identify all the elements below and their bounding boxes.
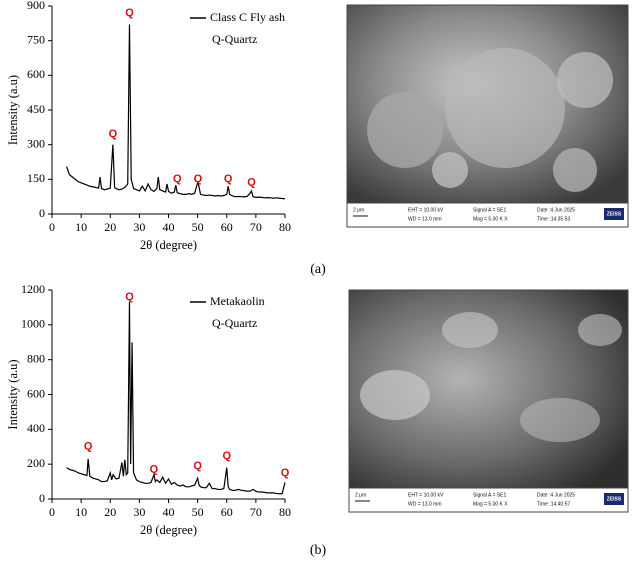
xrd-chart: 0 150 300 450 600 750 900 0 10 20 30 40 50 60 70 80 2θ (… <box>6 0 291 252</box>
peak-label: Q <box>125 7 134 19</box>
y-tick-label: 300 <box>27 136 45 150</box>
particle <box>367 92 443 168</box>
x-tick-label: 10 <box>75 220 87 234</box>
sem-time: Time :14:40:57 <box>537 501 570 507</box>
xrd-line <box>66 302 286 495</box>
particle <box>432 152 468 188</box>
peak-label: Q <box>150 463 159 475</box>
y-tick-label: 0 <box>39 491 45 505</box>
scale-label: 2 μm <box>355 492 366 498</box>
logo-text: ZEISS <box>607 211 622 217</box>
particle <box>557 52 613 108</box>
legend-note: Q-Quartz <box>212 316 257 330</box>
xrd-line <box>65 24 286 200</box>
x-tick-label: 80 <box>279 505 291 519</box>
x-tick-label: 70 <box>250 220 262 234</box>
sem-time: Time :14:35:53 <box>537 216 570 222</box>
y-tick-label: 200 <box>27 456 45 470</box>
peak-label: Q <box>281 467 290 479</box>
x-tick-label: 60 <box>221 220 233 234</box>
particle <box>445 48 565 168</box>
flake <box>520 398 600 442</box>
sem-image: 2 μm EHT = 10.00 kV WD = 13.0 mm Signal … <box>346 4 629 228</box>
y-axis-title: Intensity (a.u) <box>6 359 20 429</box>
zeiss-logo <box>604 208 624 220</box>
sem-mag: Mag = 5.00 K X <box>473 216 508 222</box>
x-tick-label: 30 <box>133 220 145 234</box>
x-tick-label: 10 <box>75 505 87 519</box>
y-tick-label: 400 <box>27 421 45 435</box>
sem-eht: EHT = 10.00 kV <box>408 492 444 498</box>
panel-label: (b) <box>310 543 327 558</box>
x-tick-label: 50 <box>192 220 204 234</box>
sem-info-bar <box>346 202 629 228</box>
x-tick-label: 20 <box>104 220 116 234</box>
peak-label: Q <box>222 450 231 462</box>
y-tick-label: 600 <box>27 386 45 400</box>
y-tick-label: 450 <box>27 102 45 116</box>
x-tick-label: 70 <box>250 505 262 519</box>
flake <box>442 312 498 348</box>
y-tick-label: 150 <box>27 171 45 185</box>
legend-label: Class C Fly ash <box>210 10 285 24</box>
panel-label: (a) <box>310 262 326 277</box>
x-axis-title: 2θ (degree) <box>140 238 197 252</box>
flake <box>360 370 430 420</box>
y-tick-label: 0 <box>39 206 45 220</box>
peak-label: Q <box>194 173 203 185</box>
peak-label: Q <box>224 173 233 185</box>
x-tick-label: 0 <box>49 505 55 519</box>
sem-signal: Signal A = SE1 <box>473 492 506 498</box>
y-tick-label: 1200 <box>21 282 45 296</box>
peak-label: Q <box>109 128 118 140</box>
x-tick-label: 50 <box>192 505 204 519</box>
peak-label: Q <box>125 291 134 303</box>
x-tick-label: 60 <box>221 505 233 519</box>
sem-image: 2 μm EHT = 10.00 kV WD = 13.0 mm Signal … <box>348 289 629 513</box>
x-tick-label: 80 <box>279 220 291 234</box>
sem-date: Date :4 Jun 2025 <box>537 207 575 213</box>
y-tick-label: 1000 <box>21 317 45 331</box>
y-axis-title: Intensity (a.u) <box>6 75 20 145</box>
peak-label: Q <box>84 441 93 453</box>
sem-info-bar <box>348 487 629 513</box>
sem-eht: EHT = 10.00 kV <box>408 207 444 213</box>
peak-label: Q <box>173 173 182 185</box>
legend-note: Q-Quartz <box>212 32 257 46</box>
y-tick-label: 600 <box>27 67 45 81</box>
sem-date: Date :4 Jun 2025 <box>537 492 575 498</box>
xrd-chart: 0 200 400 600 800 1000 1200 0 10 20 30 40 50 60 70 80 2θ… <box>6 282 291 537</box>
x-tick-label: 40 <box>163 220 175 234</box>
x-tick-label: 0 <box>49 220 55 234</box>
sem-mag: Mag = 5.00 K X <box>473 501 508 507</box>
sem-signal: Signal A = SE1 <box>473 207 506 213</box>
x-tick-label: 20 <box>104 505 116 519</box>
flake <box>578 314 622 346</box>
y-tick-label: 750 <box>27 32 45 46</box>
x-tick-label: 40 <box>163 505 175 519</box>
zeiss-logo <box>604 493 624 505</box>
scale-label: 2 μm <box>353 207 364 213</box>
y-tick-label: 800 <box>27 351 45 365</box>
peak-label: Q <box>247 177 256 189</box>
x-tick-label: 30 <box>133 505 145 519</box>
x-axis-title: 2θ (degree) <box>140 523 197 537</box>
particle <box>553 148 597 192</box>
legend-label: Metakaolin <box>210 294 265 308</box>
peak-label: Q <box>193 460 202 472</box>
y-tick-label: 900 <box>27 0 45 12</box>
sem-wd: WD = 13.0 mm <box>408 501 441 507</box>
logo-text: ZEISS <box>607 496 622 502</box>
sem-wd: WD = 13.0 mm <box>408 216 441 222</box>
